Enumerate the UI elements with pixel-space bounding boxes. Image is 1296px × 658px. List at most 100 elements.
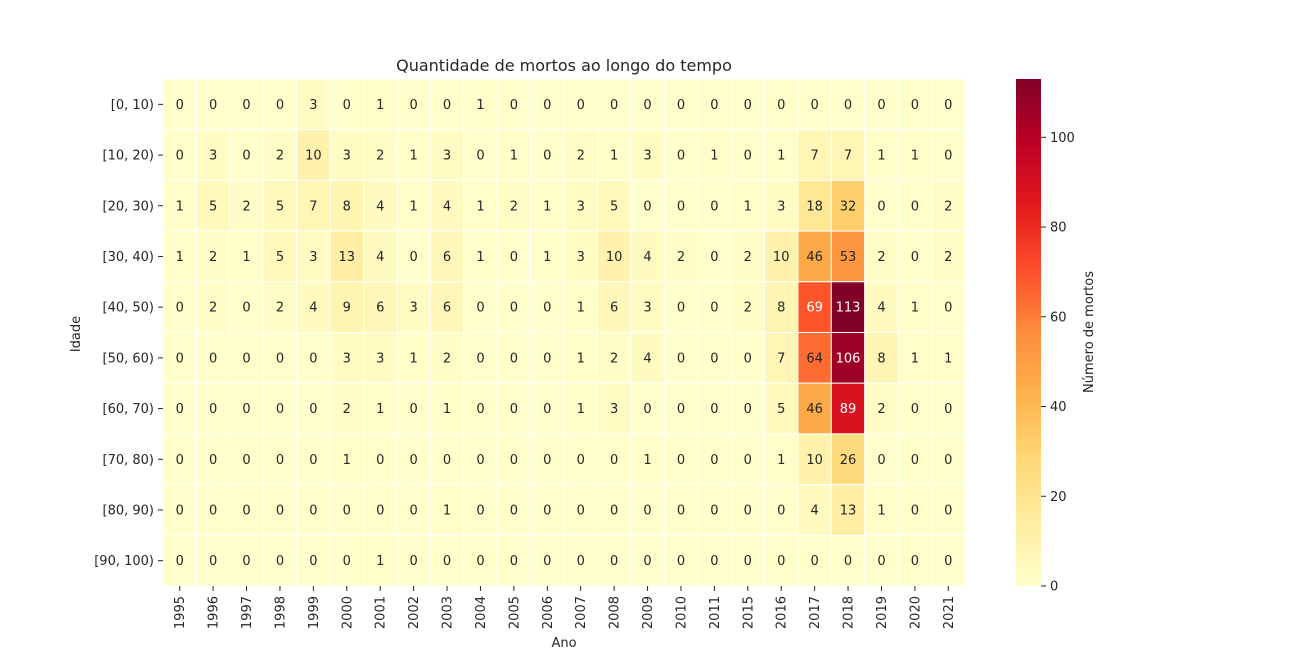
cell-value-label: 0 <box>677 98 685 113</box>
cell-value-label: 2 <box>944 250 952 265</box>
cell-value-label: 53 <box>840 250 857 265</box>
cell-value-label: 0 <box>209 453 217 468</box>
heatmap-cell <box>195 78 231 131</box>
cell-value-label: 5 <box>276 250 284 265</box>
cell-value-label: 0 <box>944 402 952 417</box>
heatmap-cell <box>329 230 365 283</box>
cell-value-label: 0 <box>343 503 351 518</box>
heatmap-cell <box>830 179 866 232</box>
cell-value-label: 0 <box>510 250 518 265</box>
cell-value-label: 0 <box>744 149 752 164</box>
heatmap-cell <box>463 433 498 486</box>
heatmap-cell <box>797 179 832 232</box>
heatmap-cell <box>262 484 298 536</box>
cell-value-label: 1 <box>242 250 250 265</box>
cell-value-label: 0 <box>744 503 752 518</box>
x-tick-label: 2016 <box>775 596 790 629</box>
heatmap-cell <box>496 281 532 333</box>
cell-value-label: 106 <box>836 351 861 366</box>
cell-value-label: 3 <box>309 250 317 265</box>
cell-value-label: 10 <box>773 250 790 265</box>
heatmap-cell <box>931 382 966 435</box>
cell-value-label: 0 <box>610 98 618 113</box>
cell-value-label: 8 <box>777 301 785 316</box>
heatmap-cell <box>363 382 398 435</box>
x-tick-label: 2008 <box>608 596 623 629</box>
heatmap-cell <box>730 484 765 536</box>
cell-value-label: 0 <box>510 453 518 468</box>
heatmap-cell <box>329 332 365 384</box>
cell-value-label: 1 <box>476 199 484 214</box>
cell-value-label: 0 <box>643 199 651 214</box>
cell-value-label: 0 <box>710 351 718 366</box>
cell-value-label: 3 <box>209 149 217 164</box>
cell-value-label: 1 <box>911 351 919 366</box>
x-tick-label: 2009 <box>641 596 656 629</box>
heatmap-cell <box>363 332 398 384</box>
cell-value-label: 1 <box>577 301 585 316</box>
cell-value-label: 3 <box>577 250 585 265</box>
cell-value-label: 7 <box>844 149 852 164</box>
cell-value-label: 0 <box>409 98 417 113</box>
cell-value-label: 0 <box>242 453 250 468</box>
cell-value-label: 5 <box>610 199 618 214</box>
y-tick-label: [70, 80) <box>103 453 155 468</box>
cell-value-label: 1 <box>543 199 551 214</box>
cell-value-label: 0 <box>543 503 551 518</box>
cell-value-label: 0 <box>242 402 250 417</box>
heatmap-cell <box>663 129 699 181</box>
cell-value-label: 3 <box>577 199 585 214</box>
cell-value-label: 0 <box>944 503 952 518</box>
cell-value-label: 0 <box>176 351 184 366</box>
cell-value-label: 0 <box>810 554 818 569</box>
heatmap-cell <box>162 382 197 435</box>
heatmap-cell <box>797 484 832 536</box>
heatmap-cell <box>262 129 298 181</box>
cell-value-label: 0 <box>510 98 518 113</box>
heatmap-cell <box>229 332 264 384</box>
heatmap-cell <box>697 230 732 283</box>
cell-value-label: 0 <box>276 402 284 417</box>
cell-value-label: 4 <box>877 301 885 316</box>
heatmap-cell <box>864 484 899 536</box>
y-tick-label: [90, 100) <box>94 554 154 569</box>
cell-value-label: 1 <box>476 250 484 265</box>
cell-value-label: 13 <box>339 250 356 265</box>
cell-value-label: 0 <box>209 402 217 417</box>
cell-value-label: 3 <box>610 402 618 417</box>
cell-value-label: 0 <box>643 554 651 569</box>
heatmap-cell <box>496 332 532 384</box>
cell-value-label: 69 <box>806 301 823 316</box>
cell-value-label: 3 <box>409 301 417 316</box>
heatmap-cell <box>429 534 465 587</box>
cell-value-label: 0 <box>543 453 551 468</box>
cell-value-label: 4 <box>376 250 384 265</box>
heatmap-cell <box>296 230 331 283</box>
heatmap-cell <box>329 534 365 587</box>
heatmap-cell <box>195 534 231 587</box>
x-tick-label: 2007 <box>574 596 589 629</box>
heatmap-cell <box>697 382 732 435</box>
cell-value-label: 0 <box>844 554 852 569</box>
heatmap-cell <box>730 332 765 384</box>
cell-value-label: 6 <box>376 301 384 316</box>
heatmap-cell <box>195 230 231 283</box>
cell-value-label: 0 <box>176 453 184 468</box>
heatmap-cell <box>797 281 832 333</box>
heatmap-cell <box>195 484 231 536</box>
cell-value-label: 113 <box>836 301 861 316</box>
heatmap-cell <box>663 484 699 536</box>
colorbar-tick-label: 40 <box>1050 400 1067 415</box>
cell-value-label: 1 <box>376 554 384 569</box>
heatmap-cell <box>931 281 966 333</box>
heatmap-cell <box>697 78 732 131</box>
heatmap-cell <box>897 534 933 587</box>
cell-value-label: 3 <box>309 98 317 113</box>
heatmap-cell <box>931 332 966 384</box>
cell-value-label: 0 <box>476 402 484 417</box>
cell-value-label: 0 <box>677 554 685 569</box>
cell-value-label: 8 <box>877 351 885 366</box>
y-tick-label: [40, 50) <box>103 301 155 316</box>
heatmap-cell <box>229 179 264 232</box>
heatmap-cell <box>496 230 532 283</box>
